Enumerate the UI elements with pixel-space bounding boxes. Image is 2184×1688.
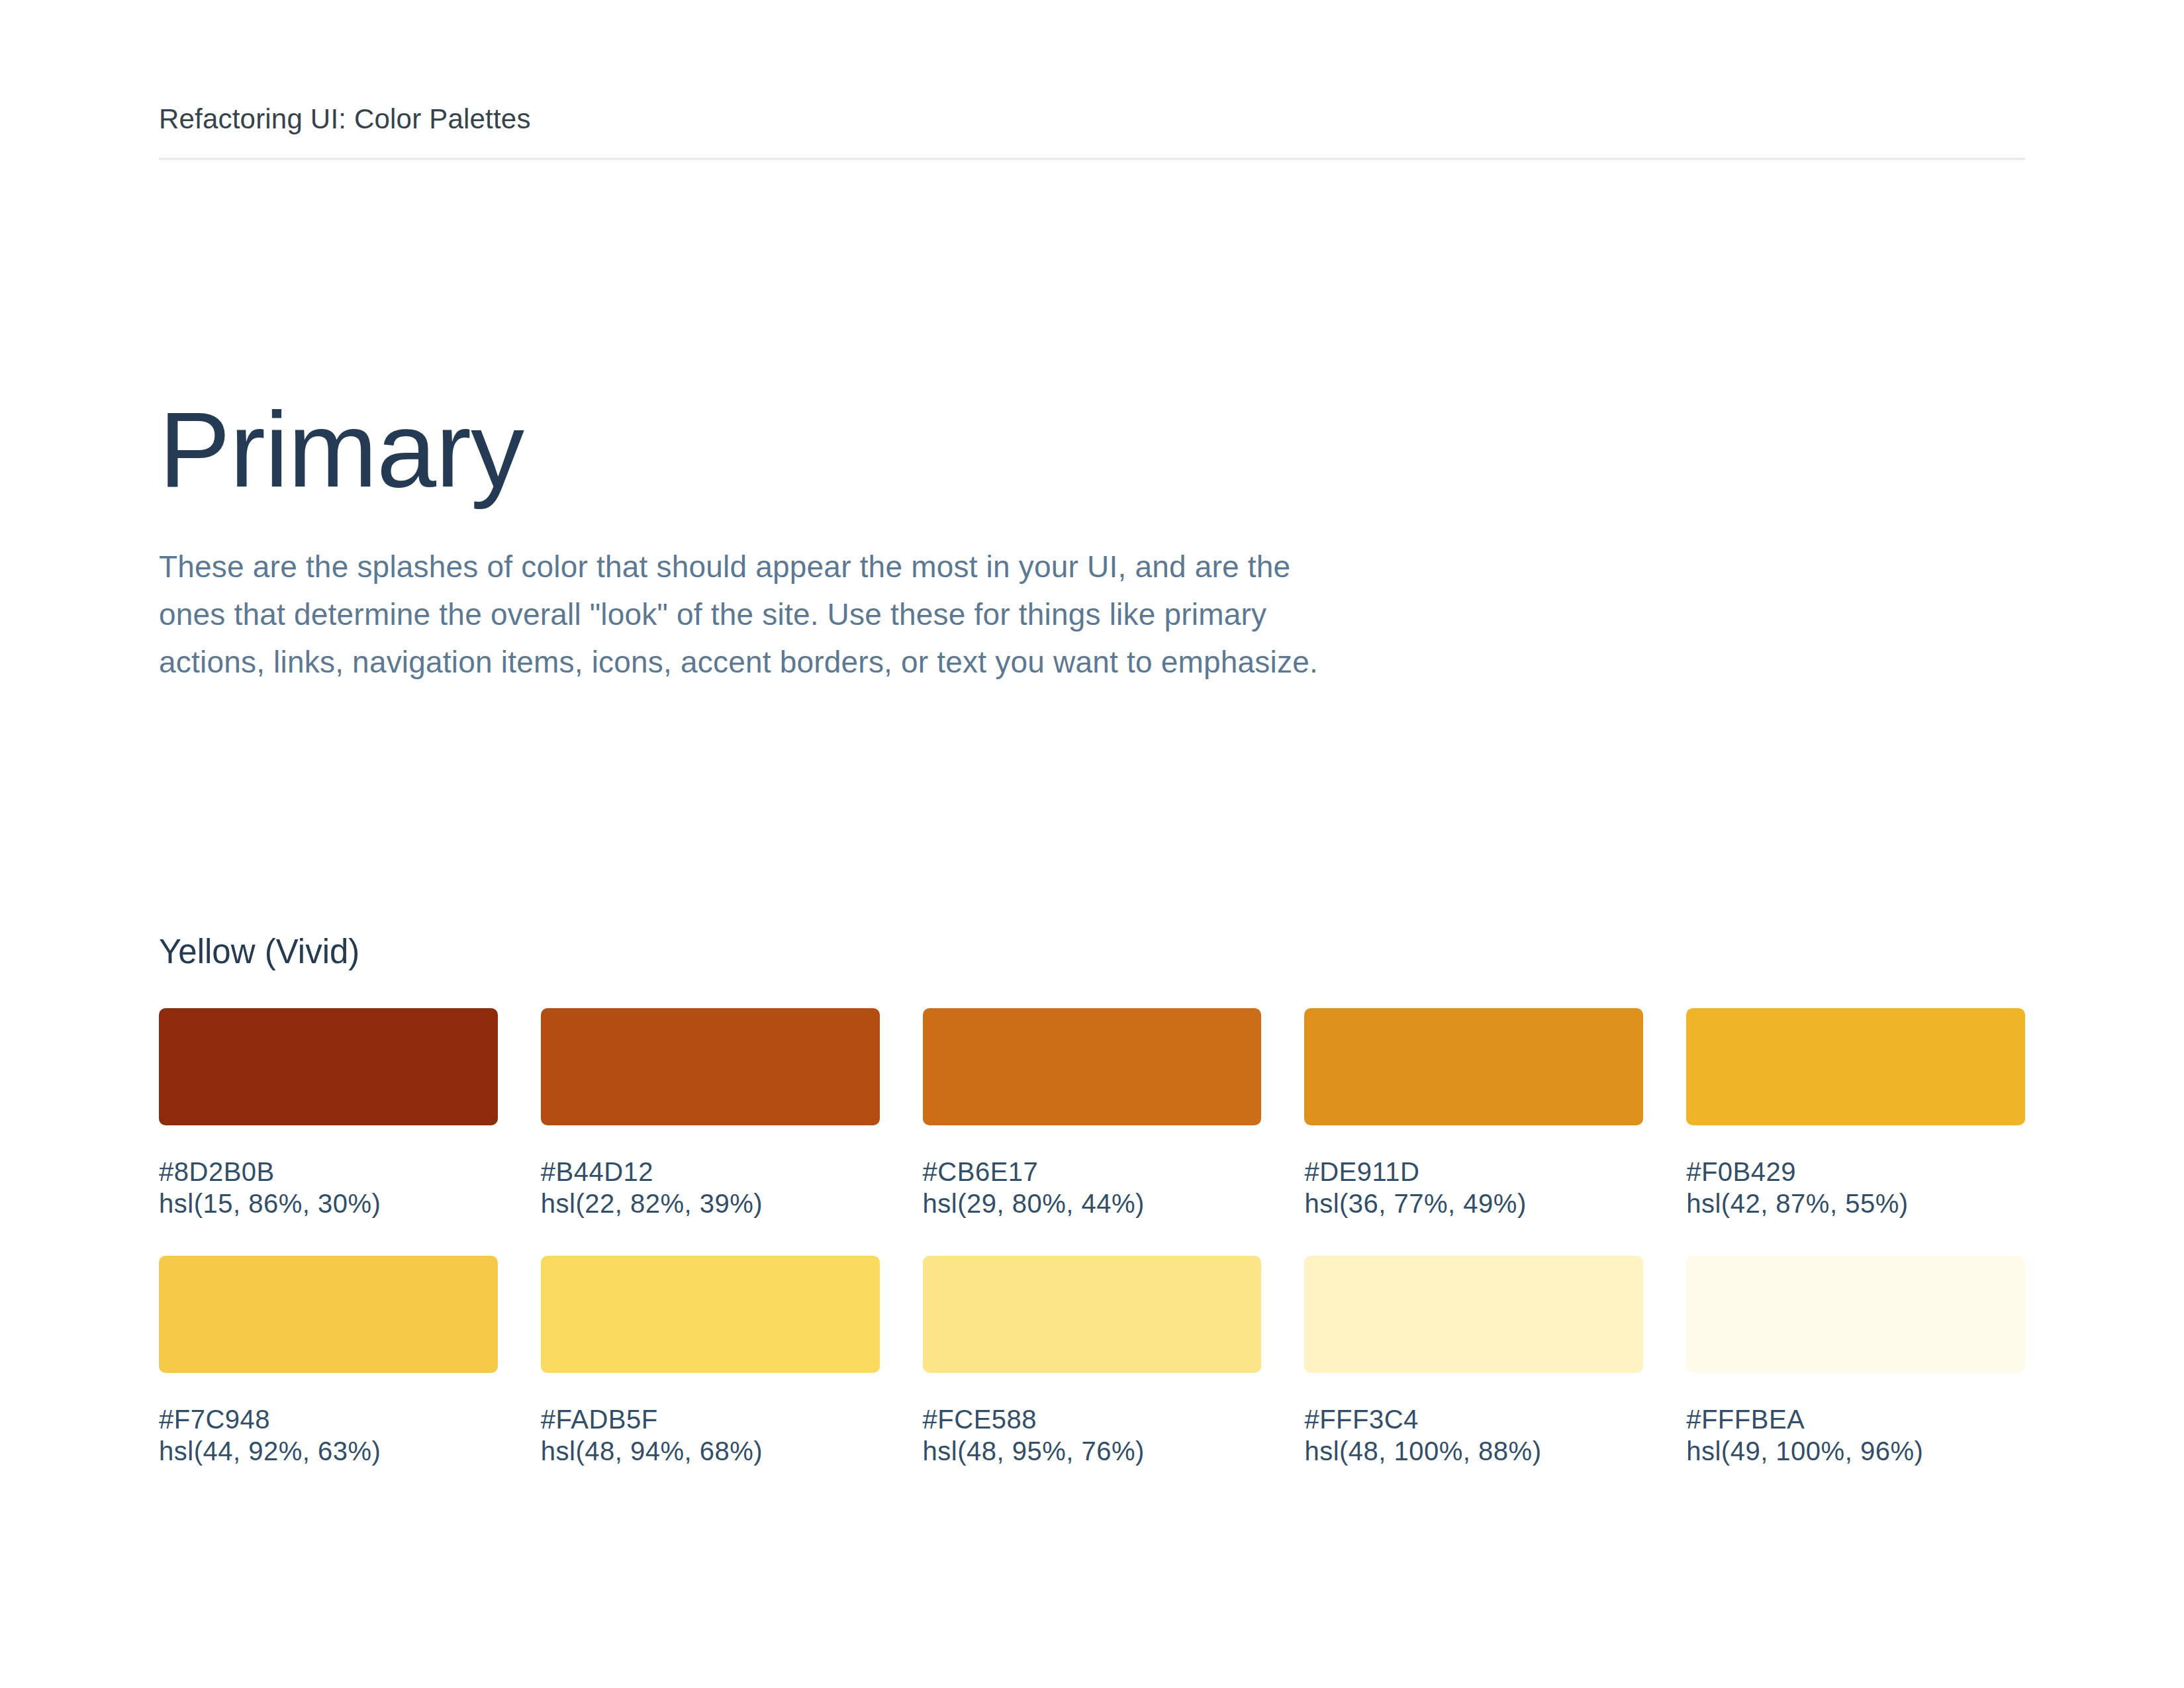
swatch-hex-label: #8D2B0B [159,1156,498,1188]
header-bar: Refactoring UI: Color Palettes [159,0,2025,160]
swatch-cell: #CB6E17 hsl(29, 80%, 44%) [923,1008,1262,1219]
swatch-hex-label: #FCE588 [923,1403,1262,1435]
swatch-hsl-label: hsl(36, 77%, 49%) [1304,1188,1643,1219]
swatch-color [1304,1256,1643,1373]
page-container: Refactoring UI: Color Palettes Primary T… [0,0,2184,1467]
swatch-cell: #DE911D hsl(36, 77%, 49%) [1304,1008,1643,1219]
swatch-color [541,1256,880,1373]
swatch-color [159,1008,498,1125]
swatch-hsl-label: hsl(48, 100%, 88%) [1304,1435,1643,1467]
swatch-cell: #FFF3C4 hsl(48, 100%, 88%) [1304,1256,1643,1467]
swatch-cell: #FADB5F hsl(48, 94%, 68%) [541,1256,880,1467]
swatch-cell: #B44D12 hsl(22, 82%, 39%) [541,1008,880,1219]
swatch-color [1686,1256,2025,1373]
swatch-hsl-label: hsl(42, 87%, 55%) [1686,1188,2025,1219]
swatch-cell: #8D2B0B hsl(15, 86%, 30%) [159,1008,498,1219]
swatch-color [159,1256,498,1373]
swatch-hsl-label: hsl(49, 100%, 96%) [1686,1435,2025,1467]
swatch-hsl-label: hsl(29, 80%, 44%) [923,1188,1262,1219]
swatch-hsl-label: hsl(22, 82%, 39%) [541,1188,880,1219]
swatch-hsl-label: hsl(48, 95%, 76%) [923,1435,1262,1467]
swatch-hex-label: #DE911D [1304,1156,1643,1188]
swatch-hex-label: #F0B429 [1686,1156,2025,1188]
swatch-cell: #F7C948 hsl(44, 92%, 63%) [159,1256,498,1467]
page-description: These are the splashes of color that sho… [159,543,1325,686]
swatch-grid: #8D2B0B hsl(15, 86%, 30%) #B44D12 hsl(22… [159,1008,2025,1467]
swatch-hex-label: #B44D12 [541,1156,880,1188]
swatch-color [541,1008,880,1125]
palette-name: Yellow (Vivid) [159,932,2025,972]
swatch-hsl-label: hsl(48, 94%, 68%) [541,1435,880,1467]
swatch-hex-label: #FADB5F [541,1403,880,1435]
swatch-hex-label: #FFF3C4 [1304,1403,1643,1435]
document-title: Refactoring UI: Color Palettes [159,103,2025,135]
swatch-color [923,1008,1262,1125]
page-title: Primary [159,385,2025,514]
swatch-color [923,1256,1262,1373]
swatch-hex-label: #CB6E17 [923,1156,1262,1188]
swatch-hsl-label: hsl(15, 86%, 30%) [159,1188,498,1219]
palette-section: Yellow (Vivid) #8D2B0B hsl(15, 86%, 30%)… [159,932,2025,1467]
swatch-hsl-label: hsl(44, 92%, 63%) [159,1435,498,1467]
swatch-hex-label: #FFFBEA [1686,1403,2025,1435]
swatch-cell: #FCE588 hsl(48, 95%, 76%) [923,1256,1262,1467]
swatch-hex-label: #F7C948 [159,1403,498,1435]
swatch-color [1686,1008,2025,1125]
swatch-cell: #FFFBEA hsl(49, 100%, 96%) [1686,1256,2025,1467]
swatch-color [1304,1008,1643,1125]
swatch-cell: #F0B429 hsl(42, 87%, 55%) [1686,1008,2025,1219]
